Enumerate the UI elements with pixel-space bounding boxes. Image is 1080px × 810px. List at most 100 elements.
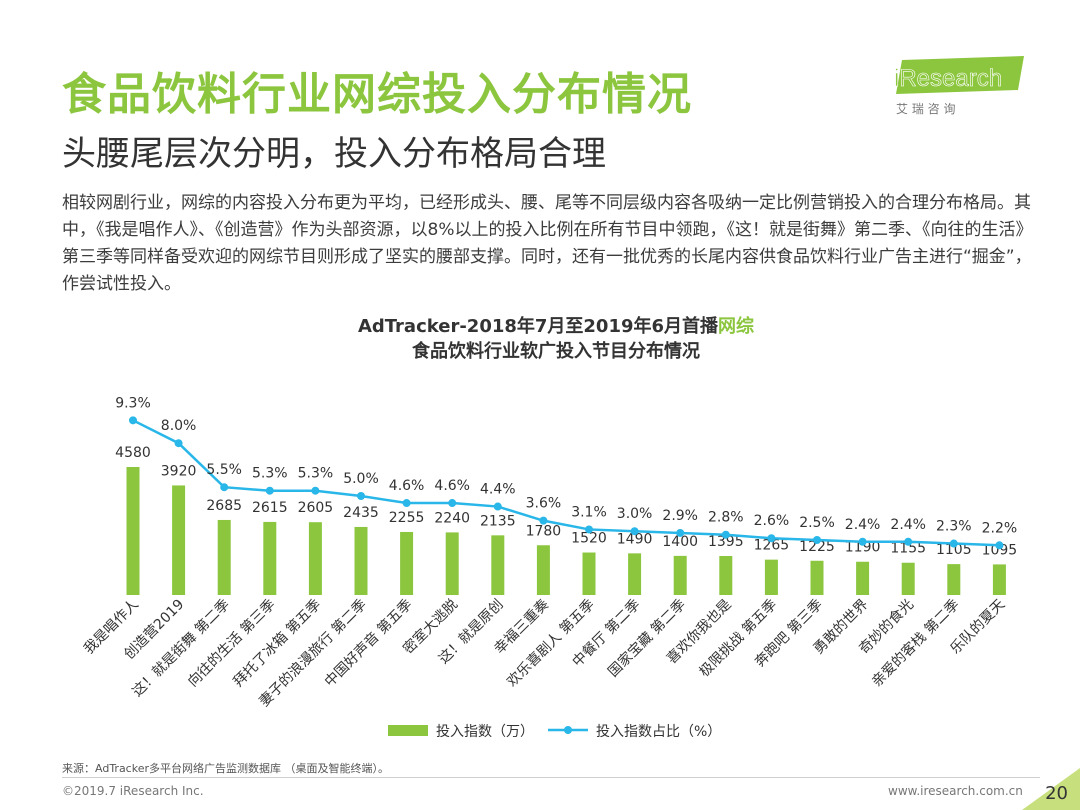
bar bbox=[217, 519, 231, 595]
line-point bbox=[676, 528, 685, 537]
category-label: 拜托了冰箱 第五季 bbox=[230, 596, 324, 690]
bar-value-label: 2685 bbox=[206, 498, 242, 514]
bar bbox=[354, 526, 368, 595]
legend-line-marker bbox=[564, 726, 572, 734]
bar bbox=[491, 535, 505, 595]
summary-paragraph: 相较网剧行业，网综的内容投入分布更为平均，已经形成头、腰、尾等不同层级内容各吸纳… bbox=[62, 193, 1033, 294]
page-subtitle: 头腰尾层次分明，投入分布格局合理 bbox=[62, 134, 606, 174]
bar bbox=[445, 532, 459, 595]
line-value-label: 3.6% bbox=[526, 496, 562, 512]
line-point bbox=[721, 530, 730, 539]
source-note: 来源：AdTracker多平台网络广告监测数据库 （桌面及智能终端）。 bbox=[62, 762, 389, 775]
line-point bbox=[129, 416, 137, 425]
bar bbox=[308, 522, 322, 595]
line-point bbox=[311, 486, 320, 495]
line-point bbox=[995, 541, 1004, 550]
line-point bbox=[493, 502, 502, 511]
share-line bbox=[132, 419, 1000, 547]
page-number: 20 bbox=[1045, 783, 1068, 804]
line-point bbox=[448, 499, 457, 508]
line-point bbox=[630, 527, 639, 536]
bar-value-label: 1520 bbox=[571, 531, 607, 547]
bar bbox=[628, 553, 642, 595]
page-corner-decoration bbox=[1022, 768, 1080, 810]
bar bbox=[582, 552, 596, 595]
line-point bbox=[949, 539, 958, 548]
bar bbox=[901, 562, 915, 595]
bar-value-label: 1265 bbox=[754, 538, 790, 554]
line-value-label: 3.1% bbox=[571, 504, 607, 520]
line-point bbox=[813, 536, 821, 544]
bar bbox=[764, 559, 778, 595]
line-value-label: 2.2% bbox=[982, 520, 1018, 536]
bar bbox=[172, 485, 186, 595]
line-value-label: 2.6% bbox=[754, 513, 790, 529]
bar-value-label: 1190 bbox=[845, 540, 881, 556]
line-point bbox=[904, 537, 913, 546]
copyright: ©2019.7 iResearch Inc. bbox=[62, 784, 204, 798]
line-value-label: 2.5% bbox=[799, 515, 835, 531]
category-label: 欢乐喜剧人 第五季 bbox=[503, 596, 597, 690]
footer-divider bbox=[62, 777, 1040, 778]
logo-wordmark: iResearch bbox=[894, 65, 1002, 92]
bar-value-label: 2135 bbox=[480, 513, 516, 529]
bar-value-label: 1225 bbox=[799, 539, 835, 555]
line-value-label: 8.0% bbox=[161, 418, 197, 434]
chart-legend: 投入指数（万） 投入指数占比（%） bbox=[388, 724, 721, 740]
line-value-label: 2.8% bbox=[708, 510, 744, 526]
line-value-label: 5.3% bbox=[298, 466, 334, 482]
bar bbox=[536, 545, 550, 595]
bar-value-label: 2240 bbox=[434, 510, 470, 526]
line-point bbox=[265, 486, 274, 495]
bar bbox=[263, 521, 277, 595]
bar-value-label: 2615 bbox=[252, 500, 288, 516]
bar bbox=[673, 555, 687, 595]
legend-line-label: 投入指数占比（%） bbox=[596, 724, 721, 740]
line-value-label: 4.6% bbox=[389, 478, 425, 494]
line-point bbox=[858, 537, 867, 546]
bar-value-label: 1095 bbox=[982, 542, 1018, 558]
line-value-label: 2.4% bbox=[890, 517, 926, 533]
line-point bbox=[539, 516, 548, 525]
bar-value-label: 1780 bbox=[526, 523, 562, 539]
category-label: 中国好声音 第五季 bbox=[321, 596, 415, 690]
bar-value-label: 1155 bbox=[890, 541, 926, 557]
line-point bbox=[357, 492, 365, 500]
bar-value-label: 2255 bbox=[389, 510, 425, 526]
line-value-label: 5.0% bbox=[343, 471, 379, 487]
website-link[interactable]: www.iresearch.com.cn bbox=[888, 784, 1023, 798]
bar-value-label: 3920 bbox=[161, 463, 197, 479]
bar-value-label: 1490 bbox=[617, 531, 653, 547]
category-label: 向往的生活 第三季 bbox=[184, 596, 278, 690]
bar-value-label: 1395 bbox=[708, 534, 744, 550]
logo-chinese: 艾 瑞 咨 询 bbox=[896, 101, 955, 116]
bar bbox=[719, 556, 733, 595]
bar bbox=[126, 467, 140, 595]
line-point bbox=[402, 499, 411, 508]
legend-bar-label: 投入指数（万） bbox=[436, 724, 534, 740]
line-value-label: 3.0% bbox=[617, 506, 653, 522]
category-label: 国家宝藏 第二季 bbox=[605, 596, 689, 680]
bar-value-label: 1105 bbox=[936, 542, 972, 558]
chart-title-line2: 食品饮料行业软广投入节目分布情况 bbox=[411, 340, 700, 362]
bar-value-label: 1400 bbox=[662, 534, 698, 550]
line-value-label: 5.3% bbox=[252, 466, 288, 482]
line-point bbox=[585, 525, 593, 534]
investment-distribution-chart: AdTracker-2018年7月至2019年6月首播网综 食品饮料行业软广投入… bbox=[81, 315, 1018, 740]
line-value-label: 2.9% bbox=[662, 508, 698, 524]
legend-bar-swatch bbox=[388, 725, 428, 736]
bar bbox=[400, 531, 414, 595]
line-point bbox=[174, 439, 183, 448]
page-title: 食品饮料行业网综投入分布情况 bbox=[62, 69, 692, 120]
bar bbox=[856, 561, 870, 595]
bar-value-label: 2605 bbox=[298, 500, 334, 516]
chart-title-line1: AdTracker-2018年7月至2019年6月首播网综 bbox=[358, 315, 754, 337]
bar bbox=[992, 564, 1006, 595]
line-point bbox=[220, 483, 229, 492]
line-value-label: 2.4% bbox=[845, 517, 881, 533]
line-value-label: 2.3% bbox=[936, 519, 972, 535]
category-label: 亲爱的客栈 第二季 bbox=[868, 596, 962, 690]
bar-value-label: 2435 bbox=[343, 505, 379, 521]
line-value-label: 4.6% bbox=[434, 478, 470, 494]
bar bbox=[947, 564, 961, 595]
